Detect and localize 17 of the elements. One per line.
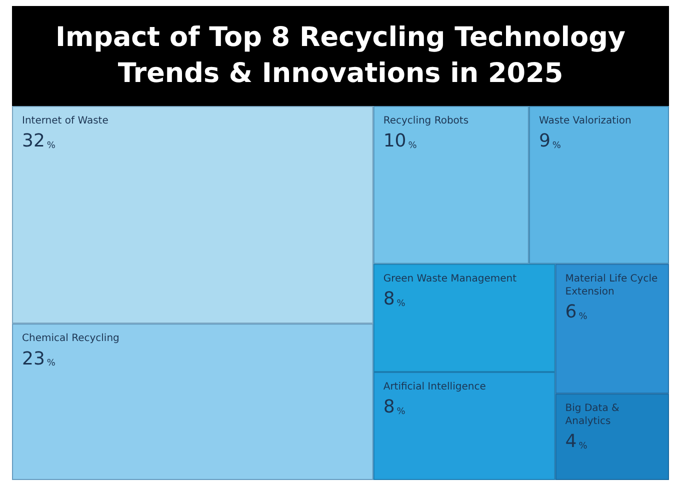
- data-label: 9%: [538, 130, 562, 152]
- text: Impact of Top 8 Recycling Technology Trends & Innovations in 2025: [12, 6, 669, 106]
- category-label: Big Data & Analytics: [565, 403, 620, 428]
- category-label: Recycling Robots: [383, 116, 469, 127]
- category-label: Material Life Cycle Extension: [565, 274, 658, 298]
- category-label: Artificial Intelligence: [383, 382, 486, 393]
- data-label: 8%: [383, 288, 406, 310]
- data-label: 4%: [565, 431, 588, 452]
- data-label: 32%: [22, 130, 56, 152]
- data-label: 8%: [383, 396, 406, 418]
- data-label: 10%: [383, 130, 418, 152]
- data-label: 23%: [22, 348, 56, 370]
- category-label: Chemical Recycling: [22, 333, 120, 344]
- category-label: Green Waste Management: [383, 274, 517, 285]
- category-label: Waste Valorization: [538, 116, 632, 127]
- category-label: Internet of Waste: [22, 116, 108, 127]
- data-label: 6%: [565, 302, 588, 323]
